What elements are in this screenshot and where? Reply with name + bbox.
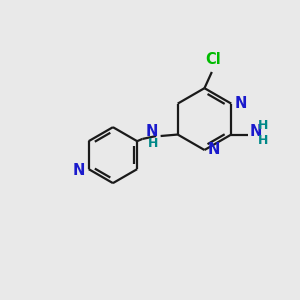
Text: Cl: Cl — [206, 52, 221, 67]
Text: N: N — [234, 95, 247, 110]
Text: N: N — [73, 163, 85, 178]
Text: H: H — [148, 137, 158, 150]
Text: N: N — [207, 142, 220, 157]
Text: H: H — [258, 134, 268, 147]
Text: H: H — [258, 119, 268, 132]
Text: N: N — [249, 124, 262, 139]
Text: N: N — [146, 124, 158, 139]
